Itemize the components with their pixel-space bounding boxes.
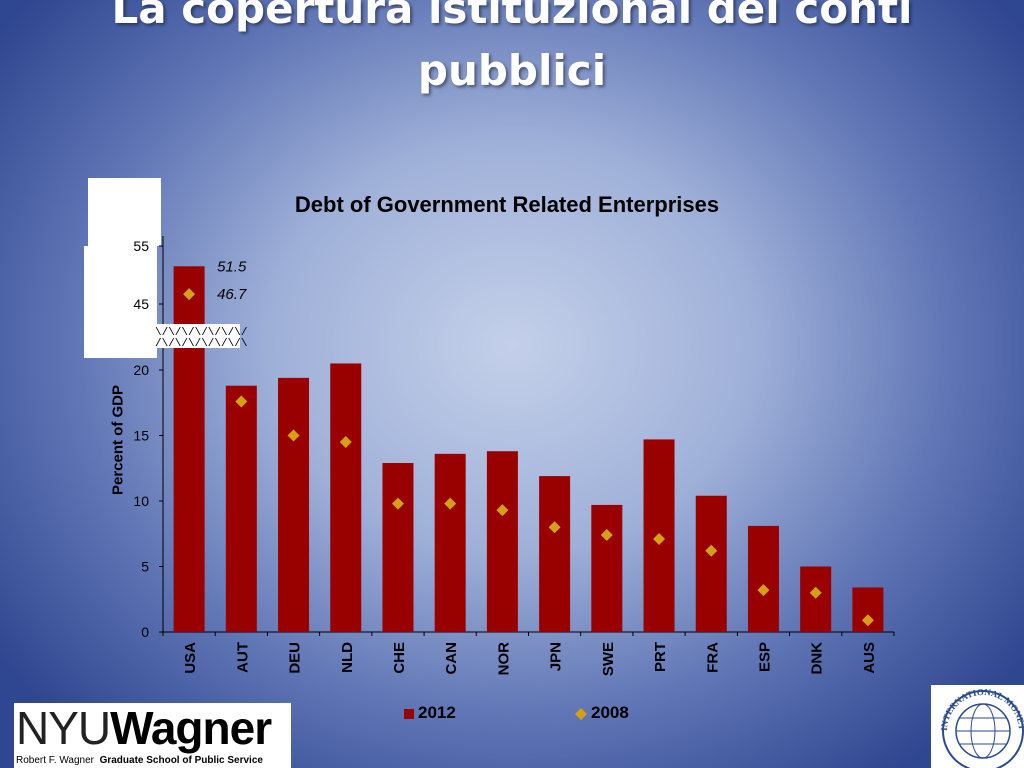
marker-2008-prt: [653, 532, 666, 545]
slide-title: La copertura istituzional dei conti pubb…: [0, 0, 1024, 102]
legend-label-2008: 2008: [591, 703, 629, 722]
marker-2008-che: [391, 497, 404, 510]
nyu-wagner-subtitle: Robert F. Wagner Graduate School of Publ…: [16, 755, 263, 766]
x-tick-label-nor: NOR: [495, 642, 512, 676]
marker-2008-aut: [235, 395, 248, 408]
x-tick-label-jpn: JPN: [548, 642, 565, 671]
bar-2012-nor: [486, 451, 518, 632]
bar-2012-fra: [695, 495, 727, 632]
y-tick-label: 0: [141, 624, 149, 640]
marker-2008-esp: [757, 584, 770, 597]
data-label-usa-2012: 51.5: [217, 258, 247, 275]
bar-2012-deu: [278, 377, 310, 632]
slide-title-line1: La copertura istituzional dei conti: [111, 0, 913, 33]
bar-2012-swe: [591, 504, 623, 632]
bar-2012-aut: [225, 385, 257, 632]
y-tick-label: 10: [133, 493, 149, 509]
x-tick-label-dnk: DNK: [809, 642, 826, 675]
y-tick-label: 20: [133, 362, 149, 378]
bar-2012-jpn: [539, 476, 571, 632]
legend-2008: 2008: [575, 703, 629, 723]
legend-swatch-2008: [575, 707, 587, 720]
y-axis-label-wrap: Percent of GDP: [88, 370, 148, 510]
chart-mask-bottom: [84, 246, 157, 358]
marker-2008-aus: [861, 614, 874, 627]
x-tick-label-aus: AUS: [861, 642, 878, 674]
bar-2012-che: [382, 463, 414, 632]
nyu-wagner-wordmark: NYUWagner: [16, 702, 272, 754]
slide-title-line2: pubblici: [417, 46, 607, 95]
marker-2008-dnk: [809, 586, 822, 599]
marker-2008-usa: [183, 288, 196, 301]
x-tick-label-can: CAN: [443, 642, 460, 675]
y-tick-label: 5: [141, 559, 149, 575]
x-tick-label-esp: ESP: [756, 642, 773, 672]
x-tick-label-usa: USA: [182, 642, 199, 674]
chart-mask-top: [88, 178, 161, 246]
nyu-subtitle-bold: Graduate School of Public Service: [99, 755, 263, 766]
marker-2008-nld: [339, 436, 352, 449]
axis-break-box: [154, 324, 240, 348]
bar-2012-esp: [747, 525, 779, 632]
x-tick-label-prt: PRT: [652, 642, 669, 672]
marker-2008-nor: [496, 504, 509, 517]
x-tick-label-deu: DEU: [287, 642, 304, 674]
x-tick-label-swe: SWE: [600, 642, 617, 676]
marker-2008-fra: [705, 544, 718, 557]
marker-2008-deu: [287, 429, 300, 442]
marker-2008-swe: [600, 529, 613, 542]
bar-2012-nld: [330, 363, 362, 632]
imf-seal-icon: INTERNATIONAL MONETARY FUND: [931, 685, 1024, 768]
data-label-usa-2008: 46.7: [217, 286, 247, 303]
legend-label-2012: 2012: [418, 703, 456, 722]
wagner-wordmark: Wagner: [110, 702, 272, 754]
nyu-subtitle-plain: Robert F. Wagner: [16, 755, 94, 766]
legend-swatch-2012: [404, 708, 414, 719]
marker-2008-can: [444, 497, 457, 510]
y-tick-label: 55: [133, 238, 149, 254]
marker-2008-jpn: [548, 521, 561, 534]
axis-break-mark-2: /\/\/\/\/\/\/\: [155, 338, 247, 350]
imf-seal-logo: INTERNATIONAL MONETARY FUND: [931, 685, 1024, 768]
x-tick-label-nld: NLD: [339, 642, 356, 673]
y-axis-label: Percent of GDP: [109, 384, 127, 496]
x-tick-label-che: CHE: [391, 642, 408, 674]
bar-2012-dnk: [800, 566, 832, 632]
y-tick-label: 15: [133, 428, 149, 444]
nyu-wordmark: NYU: [16, 702, 111, 754]
legend-2012: 2012: [404, 703, 456, 723]
x-tick-label-fra: FRA: [704, 642, 721, 673]
bar-2012-can: [434, 453, 466, 632]
chart-title: Debt of Government Related Enterprises: [294, 192, 720, 217]
x-tick-label-aut: AUT: [234, 642, 251, 673]
axis-break-mark-1: \/\/\/\/\/\/\/: [155, 327, 247, 339]
bar-2012-usa: [173, 266, 205, 632]
y-tick-label: 45: [133, 296, 149, 312]
nyu-wagner-logo: NYUWagner Robert F. Wagner Graduate Scho…: [14, 703, 291, 768]
